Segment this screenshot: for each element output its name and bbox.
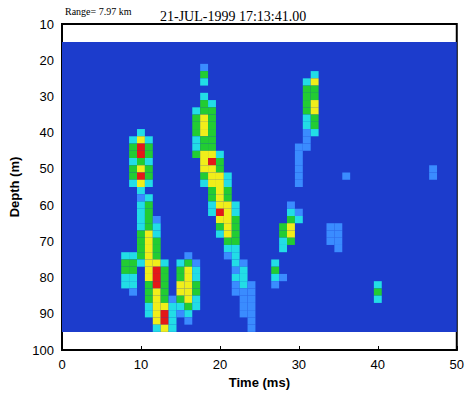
svg-text:30: 30: [40, 89, 54, 104]
svg-text:60: 60: [40, 198, 54, 213]
svg-text:50: 50: [40, 161, 54, 176]
svg-text:Time (ms): Time (ms): [229, 375, 290, 390]
svg-text:40: 40: [371, 357, 385, 372]
svg-text:10: 10: [134, 357, 148, 372]
svg-text:10: 10: [40, 17, 54, 32]
svg-text:Depth (m): Depth (m): [7, 157, 22, 218]
svg-text:20: 20: [213, 357, 227, 372]
svg-text:Range= 7.97 km: Range= 7.97 km: [65, 6, 132, 17]
svg-text:90: 90: [40, 306, 54, 321]
svg-text:20: 20: [40, 53, 54, 68]
svg-text:30: 30: [292, 357, 306, 372]
svg-text:100: 100: [32, 343, 54, 358]
svg-text:0: 0: [58, 357, 65, 372]
svg-text:50: 50: [450, 357, 464, 372]
svg-text:80: 80: [40, 270, 54, 285]
svg-text:40: 40: [40, 125, 54, 140]
svg-text:70: 70: [40, 234, 54, 249]
svg-text:21-JUL-1999 17:13:41.00: 21-JUL-1999 17:13:41.00: [160, 9, 306, 24]
